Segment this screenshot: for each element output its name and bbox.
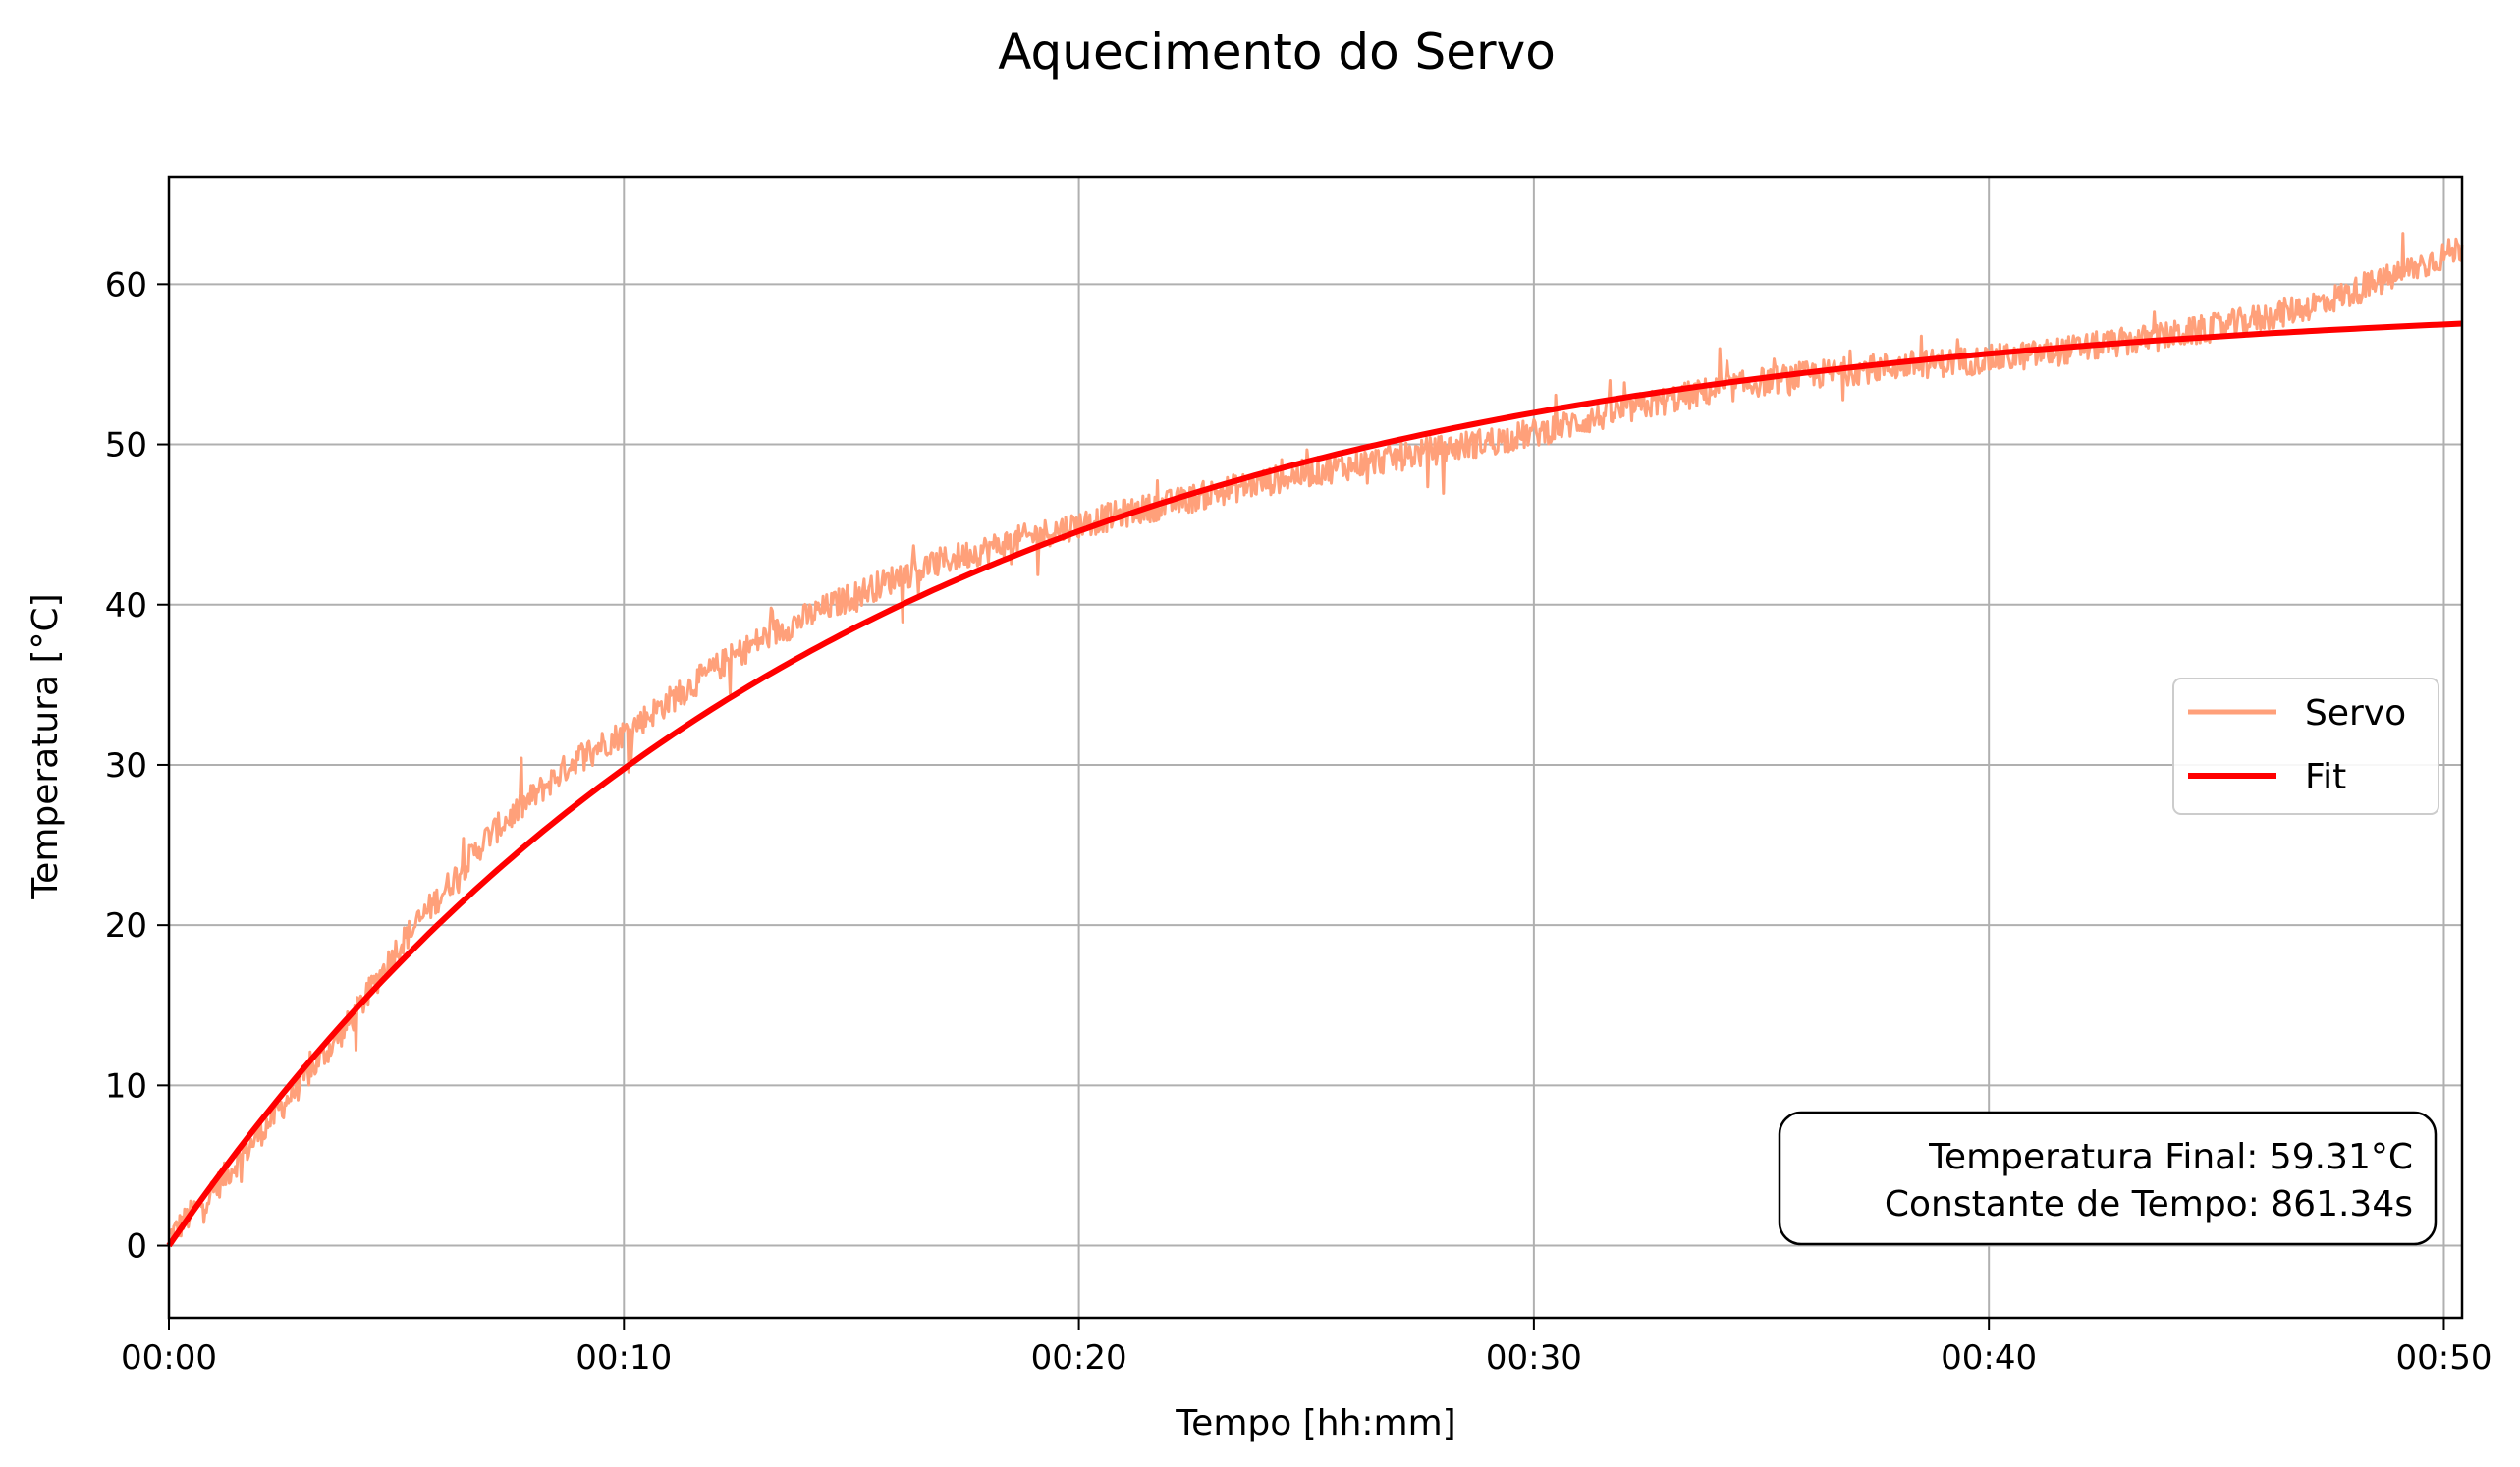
plot-frame (167, 175, 2464, 1320)
grid (168, 177, 2462, 1318)
y-tick-label: 60 (105, 265, 147, 304)
y-tick-label: 30 (105, 746, 147, 786)
legend: Servo Fit (2172, 678, 2439, 815)
y-axis-label: Temperatura [°C] (26, 593, 66, 899)
fit-series-line (166, 320, 2463, 1248)
x-tick-label: 00:10 (575, 1338, 672, 1378)
x-tick-label: 00:50 (2395, 1338, 2492, 1378)
annotation-frame (1778, 1111, 2438, 1246)
axis-ticks: 00:00 00:10 00:20 00:30 00:40 00:50 0 10 20 30 40 5… (105, 265, 2493, 1378)
y-tick-label: 40 (105, 586, 147, 625)
annotation-line-final-temperature: Temperatura Final: 59.31°C (1928, 1137, 2413, 1177)
series-layer (166, 232, 2464, 1248)
y-tick-label: 50 (105, 426, 147, 465)
x-tick-label: 00:30 (1486, 1338, 1582, 1378)
annotation-line-time-constant: Constante de Tempo: 861.34s (1885, 1184, 2413, 1224)
legend-label-fit: Fit (2305, 757, 2346, 797)
x-tick-label: 00:00 (121, 1338, 217, 1378)
servo-series-line (168, 232, 2464, 1245)
y-tick-label: 20 (105, 906, 147, 946)
y-tick-label: 0 (126, 1227, 147, 1267)
chart-title: Aquecimento do Servo (998, 24, 1556, 81)
x-axis-label: Tempo [hh:mm] (1175, 1403, 1455, 1443)
annotation-box: Temperatura Final: 59.31°C Constante de … (1778, 1111, 2438, 1246)
y-tick-label: 10 (105, 1066, 147, 1106)
x-tick-label: 00:20 (1031, 1338, 1127, 1378)
x-tick-label: 00:40 (1941, 1338, 2037, 1378)
legend-label-servo: Servo (2305, 693, 2406, 734)
